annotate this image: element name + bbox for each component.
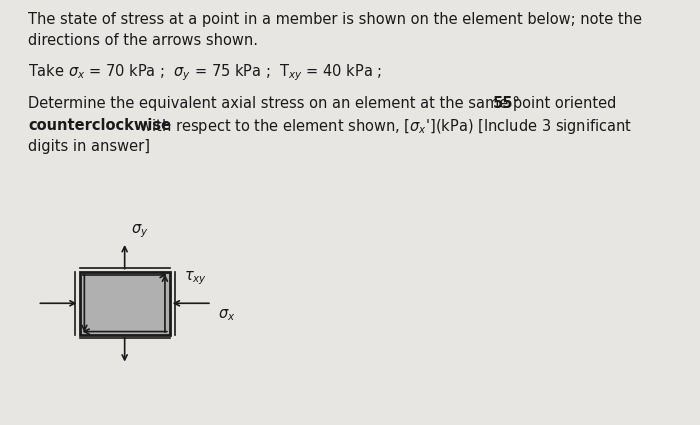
- Text: Determine the equivalent axial stress on an element at the same point oriented: Determine the equivalent axial stress on…: [29, 96, 622, 111]
- Text: $\tau_{xy}$: $\tau_{xy}$: [183, 269, 206, 287]
- Text: Take $\sigma_x$ = 70 kPa ;  $\sigma_y$ = 75 kPa ;  T$_{xy}$ = 40 kPa ;: Take $\sigma_x$ = 70 kPa ; $\sigma_y$ = …: [29, 62, 382, 83]
- Text: digits in answer]: digits in answer]: [29, 139, 150, 153]
- Bar: [80, 272, 170, 335]
- Text: with respect to the element shown, [$\sigma_{x}$'](kPa) [Include 3 significant: with respect to the element shown, [$\si…: [135, 117, 632, 136]
- Text: directions of the arrows shown.: directions of the arrows shown.: [29, 33, 258, 48]
- Text: 55°: 55°: [494, 96, 521, 111]
- Text: $\sigma_x$: $\sigma_x$: [218, 308, 235, 323]
- Text: counterclockwise: counterclockwise: [29, 117, 172, 133]
- Text: The state of stress at a point in a member is shown on the element below; note t: The state of stress at a point in a memb…: [29, 12, 643, 27]
- Text: $\sigma_y$: $\sigma_y$: [131, 222, 148, 240]
